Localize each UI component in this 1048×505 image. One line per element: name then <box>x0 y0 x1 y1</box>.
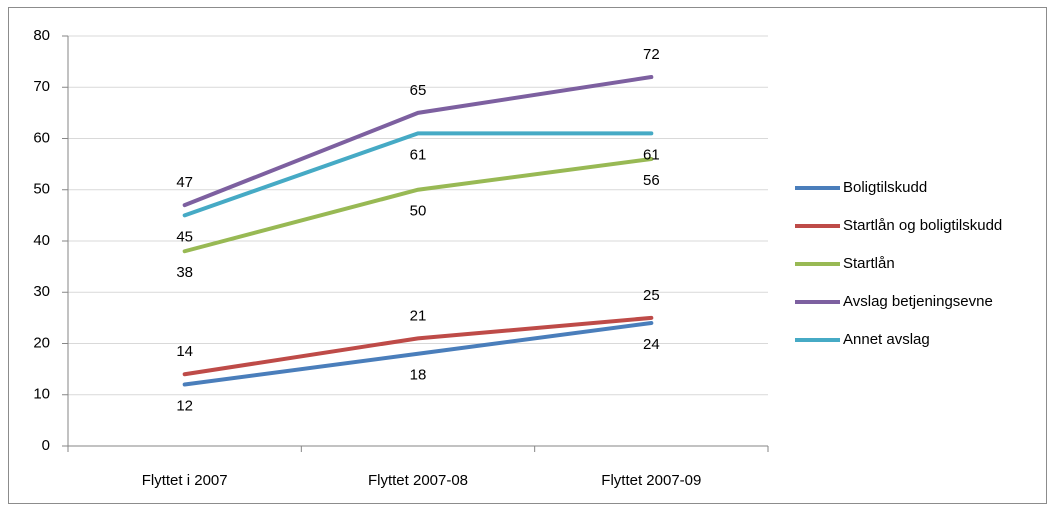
data-label: 65 <box>410 82 427 99</box>
data-label: 18 <box>410 367 427 384</box>
legend-label: Annet avslag <box>843 331 930 348</box>
legend-label: Avslag betjeningsevne <box>843 293 993 310</box>
series-line <box>182 131 654 218</box>
legend-label: Boligtilskudd <box>843 179 927 196</box>
x-tick-label: Flyttet 2007-09 <box>601 472 701 489</box>
data-label: 45 <box>176 228 193 245</box>
data-label: 72 <box>643 46 660 63</box>
data-label: 61 <box>643 146 660 163</box>
y-tick-label: 0 <box>42 437 50 454</box>
x-tick-label: Flyttet i 2007 <box>142 472 228 489</box>
data-label: 14 <box>176 343 193 360</box>
series-line <box>182 321 654 387</box>
data-label: 21 <box>410 307 427 324</box>
data-label: 12 <box>176 397 193 414</box>
y-tick-label: 80 <box>33 27 50 44</box>
y-tick-label: 10 <box>33 386 50 403</box>
y-tick-label: 60 <box>33 129 50 146</box>
y-tick-label: 70 <box>33 78 50 95</box>
data-label: 24 <box>643 336 660 353</box>
series-line <box>182 157 654 254</box>
y-tick-label: 50 <box>33 181 50 198</box>
y-tick-label: 20 <box>33 334 50 351</box>
series-line <box>182 75 654 208</box>
legend-label: Startlån <box>843 255 895 272</box>
chart-frame <box>8 7 1047 504</box>
legend-label: Startlån og boligtilskudd <box>843 217 1002 234</box>
data-label: 38 <box>176 264 193 281</box>
y-tick-label: 40 <box>33 232 50 249</box>
data-label: 47 <box>176 174 193 191</box>
series-line <box>182 315 654 377</box>
data-label: 50 <box>410 203 427 220</box>
data-label: 56 <box>643 172 660 189</box>
data-label: 61 <box>410 146 427 163</box>
data-label: 25 <box>643 287 660 304</box>
x-tick-label: Flyttet 2007-08 <box>368 472 468 489</box>
y-tick-label: 30 <box>33 283 50 300</box>
